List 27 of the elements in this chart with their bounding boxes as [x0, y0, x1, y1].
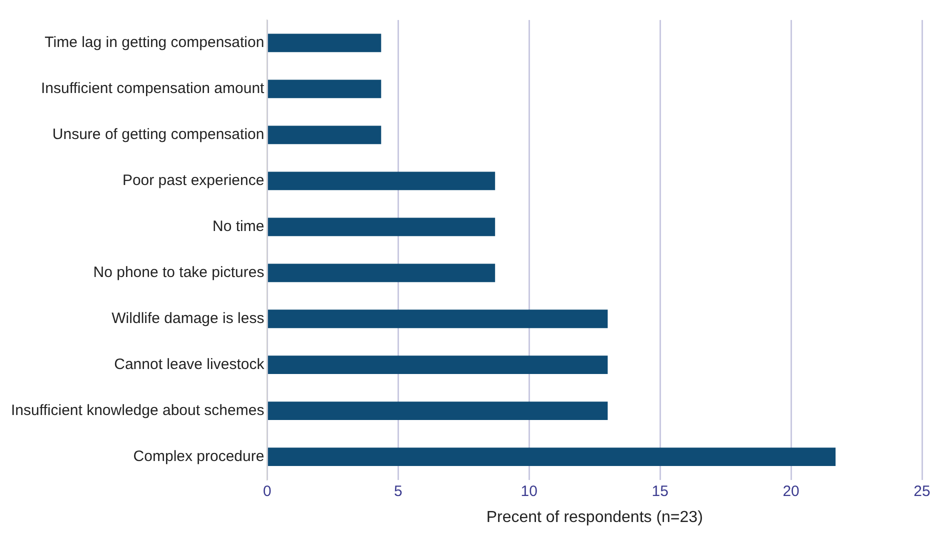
y-tick-label: Poor past experience — [122, 172, 264, 190]
x-axis-title: Precent of respondents (n=23) — [486, 508, 703, 526]
bar — [268, 264, 496, 282]
y-tick-label: No phone to take pictures — [93, 264, 264, 282]
y-tick-label: Time lag in getting compensation — [44, 34, 264, 52]
y-tick-label: Complex procedure — [133, 448, 264, 465]
bar — [268, 80, 382, 98]
bar — [268, 448, 836, 466]
bar — [268, 356, 608, 374]
bar — [268, 310, 608, 328]
x-tick-label: 0 — [263, 482, 272, 500]
x-tick-label: 5 — [394, 482, 402, 500]
x-tick-label: 15 — [652, 482, 668, 500]
x-tick-label: 25 — [914, 482, 930, 500]
y-tick-label: Unsure of getting compensation — [52, 126, 264, 144]
bar — [268, 402, 608, 420]
bar — [268, 126, 382, 144]
y-tick-label: Wildlife damage is less — [112, 310, 264, 328]
y-tick-label: No time — [212, 218, 264, 236]
bar — [268, 172, 496, 190]
bar — [268, 218, 496, 236]
x-tick-label: 10 — [520, 482, 538, 500]
y-tick-label: Cannot leave livestock — [114, 356, 265, 373]
bar — [268, 34, 382, 52]
y-tick-label: Insufficient compensation amount — [41, 80, 266, 98]
y-tick-label: Insufficient knowledge about schemes — [10, 402, 264, 419]
x-tick-label: 20 — [782, 482, 800, 500]
